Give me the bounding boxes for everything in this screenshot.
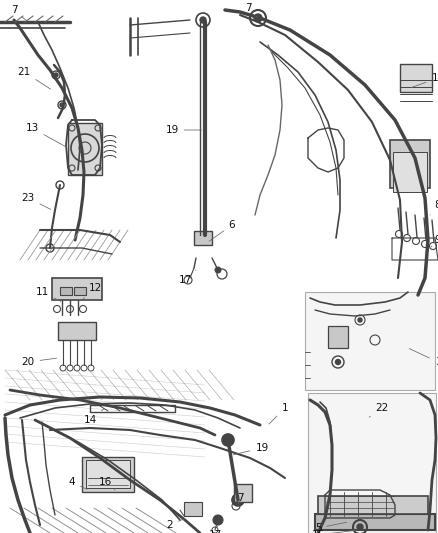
Circle shape [213,515,223,525]
Text: 4: 4 [69,477,87,489]
Bar [184,502,202,516]
Text: 17: 17 [178,270,196,285]
Bar [74,287,86,295]
Bar [234,484,252,502]
Circle shape [358,318,362,322]
Bar [393,152,427,192]
Text: 11: 11 [35,287,61,301]
Text: 5: 5 [314,522,346,533]
Text: 15: 15 [311,530,357,533]
Bar [58,322,96,340]
Circle shape [357,524,363,530]
Text: 19: 19 [166,125,201,135]
Text: 19: 19 [233,443,268,455]
Text: 7: 7 [237,493,244,504]
Circle shape [254,14,262,22]
Circle shape [336,359,340,365]
Bar [390,140,430,188]
Bar [82,457,134,492]
Text: 9: 9 [431,235,438,247]
Text: 3: 3 [409,349,438,367]
Text: 17: 17 [208,526,222,533]
Text: 7: 7 [245,3,257,17]
Text: 7: 7 [11,5,27,21]
Text: 23: 23 [21,193,51,209]
Text: 12: 12 [83,283,102,299]
Bar [315,514,435,530]
Circle shape [215,267,221,273]
Bar [60,287,72,295]
Text: 21: 21 [18,67,51,89]
Bar [308,393,436,533]
Circle shape [54,73,58,77]
Text: 8: 8 [430,200,438,215]
Bar [328,326,348,348]
Text: 2: 2 [167,519,185,530]
Text: 16: 16 [99,477,115,490]
Bar [86,460,130,488]
Text: 18: 18 [411,73,438,87]
Text: 20: 20 [21,357,57,367]
Circle shape [232,494,244,506]
Circle shape [60,103,64,107]
Text: 1: 1 [269,403,288,424]
Text: 14: 14 [83,409,104,425]
Bar [318,496,428,514]
Text: 6: 6 [209,220,235,241]
Bar [400,64,432,92]
Circle shape [222,434,234,446]
Circle shape [200,17,206,23]
Bar [194,231,212,245]
Bar [52,278,102,300]
Text: 22: 22 [369,403,389,417]
Text: 13: 13 [25,123,67,147]
Bar [68,123,102,175]
Bar [305,292,435,390]
